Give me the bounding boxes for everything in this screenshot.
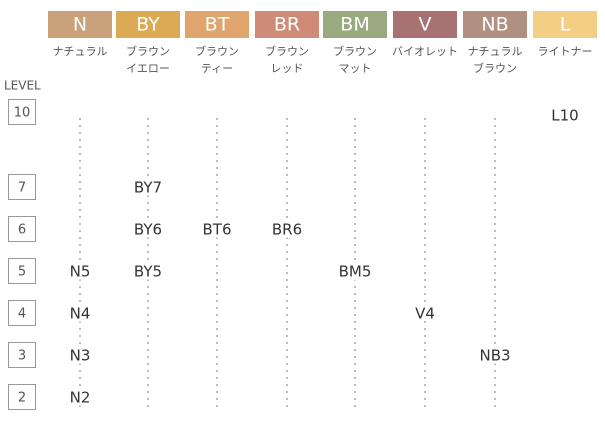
level-box	[8, 174, 36, 200]
color-name: レッド	[271, 62, 304, 75]
color-code: BY	[136, 14, 160, 36]
color-code: BM	[340, 14, 369, 36]
level-label: 5	[18, 265, 26, 280]
level-label: 2	[18, 391, 26, 406]
color-name: イエロー	[126, 62, 170, 75]
color-swatch	[48, 11, 112, 38]
color-code: BR	[274, 14, 300, 36]
level-label: 7	[18, 181, 26, 196]
color-swatch	[255, 11, 319, 38]
level-label: 10	[14, 106, 31, 121]
color-name: ティー	[201, 62, 233, 75]
color-name: ブラウン	[126, 44, 170, 58]
shade-label: BT6	[203, 221, 232, 239]
level-label: 3	[18, 349, 26, 364]
level-box	[8, 342, 36, 368]
color-name: ブラウン	[265, 44, 309, 58]
color-swatch	[323, 11, 387, 38]
color-swatch	[116, 11, 180, 38]
color-name: バイオレット	[392, 45, 458, 58]
shade-label: BR6	[272, 221, 302, 239]
color-name: マット	[339, 62, 372, 75]
shade-label: N4	[70, 305, 91, 323]
color-code: L	[560, 14, 571, 36]
color-code: BT	[205, 14, 230, 36]
color-name: ナチュラル	[53, 45, 108, 58]
shade-label: N3	[70, 347, 91, 365]
level-box	[8, 216, 36, 242]
color-code: NB	[481, 14, 508, 36]
color-code: V	[419, 14, 432, 36]
color-name: ナチュラル	[468, 45, 523, 58]
shade-label: N2	[70, 389, 91, 407]
level-title: LEVEL	[4, 79, 41, 93]
shade-label: V4	[415, 305, 435, 323]
shade-label: N5	[70, 263, 91, 281]
color-name: ブラウン	[473, 61, 517, 75]
level-box	[8, 99, 36, 125]
color-swatch	[393, 11, 457, 38]
level-label: 6	[18, 223, 26, 238]
shade-label: BY5	[134, 263, 162, 281]
color-name: ライトナー	[538, 45, 593, 58]
shade-label: BY6	[134, 221, 162, 239]
color-swatch	[463, 11, 527, 38]
level-box	[8, 384, 36, 410]
shade-label: BM5	[339, 263, 372, 281]
level-box	[8, 258, 36, 284]
color-swatch	[185, 11, 249, 38]
shade-label: NB3	[479, 347, 510, 365]
level-box	[8, 300, 36, 326]
shade-label: L10	[551, 107, 578, 125]
level-label: 4	[18, 307, 26, 322]
shade-label: BY7	[134, 179, 162, 197]
color-code: N	[73, 14, 87, 36]
color-name: ブラウン	[333, 44, 377, 58]
color-swatch	[533, 11, 597, 38]
color-name: ブラウン	[195, 44, 239, 58]
